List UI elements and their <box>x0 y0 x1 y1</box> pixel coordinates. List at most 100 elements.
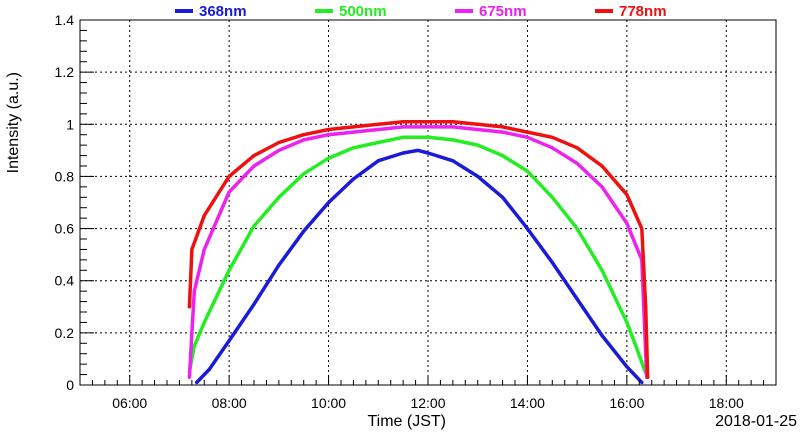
legend-item: 778nm <box>595 3 667 20</box>
data-point <box>501 125 505 129</box>
data-point <box>625 193 629 197</box>
data-point <box>625 365 629 369</box>
data-point <box>426 125 430 129</box>
data-point <box>302 138 306 142</box>
grid <box>80 19 776 385</box>
data-point <box>351 125 355 129</box>
x-tick-label: 10:00 <box>311 395 346 411</box>
data-point <box>426 120 430 124</box>
legend-label: 368nm <box>199 3 247 20</box>
data-point <box>327 127 331 132</box>
data-point <box>202 247 206 251</box>
y-tick-label: 0 <box>66 377 74 393</box>
data-point <box>550 260 554 265</box>
legend-label: 675nm <box>479 3 527 20</box>
data-point <box>640 227 644 231</box>
data-point <box>575 146 579 150</box>
x-tick-label: 18:00 <box>709 395 744 411</box>
data-point <box>207 367 211 371</box>
data-point <box>376 159 380 163</box>
data-point <box>277 263 281 267</box>
series-675nm <box>187 125 649 379</box>
data-point <box>525 169 530 173</box>
series-line <box>187 135 650 379</box>
data-point <box>600 268 604 272</box>
data-point <box>646 375 650 379</box>
series-368nm <box>195 148 644 385</box>
series-line <box>187 119 650 379</box>
data-point <box>195 380 199 384</box>
x-tick-label: 06:00 <box>112 395 147 411</box>
data-point <box>476 143 480 147</box>
series-500nm <box>187 135 650 379</box>
data-point <box>401 125 405 129</box>
data-point <box>476 127 480 132</box>
series-layer <box>187 119 650 385</box>
data-point <box>190 331 194 335</box>
data-point <box>187 305 191 309</box>
data-point <box>376 127 380 132</box>
ticks: 06:00 08:00 10:00 12:00 14:00 16:00 18:00 0 0.2 0… <box>55 12 777 411</box>
data-point <box>416 148 420 152</box>
y-tick-label: 0.2 <box>55 325 75 341</box>
data-point <box>192 289 196 293</box>
data-point <box>252 164 256 168</box>
data-point <box>376 122 380 126</box>
data-point <box>277 140 281 145</box>
data-point <box>476 122 480 126</box>
data-point <box>575 161 579 165</box>
data-point <box>351 177 355 181</box>
x-tick-label: 14:00 <box>510 395 545 411</box>
x-tick-label: 16:00 <box>609 395 644 411</box>
data-point <box>401 151 405 155</box>
data-point <box>575 297 579 301</box>
data-point <box>192 344 196 348</box>
data-point <box>227 190 231 194</box>
data-point <box>351 130 355 134</box>
legend-item: 368nm <box>175 3 247 20</box>
data-point <box>277 195 281 199</box>
data-point <box>190 247 194 251</box>
data-point <box>227 339 231 343</box>
x-axis-label: Time (JST) <box>367 413 446 430</box>
data-point <box>426 151 430 155</box>
legend-item: 675nm <box>455 3 527 20</box>
data-point <box>401 135 405 139</box>
data-point <box>202 320 206 324</box>
data-point <box>252 302 256 306</box>
legend-label: 500nm <box>339 3 387 20</box>
y-tick-label: 0.8 <box>55 168 75 184</box>
data-point <box>550 146 554 150</box>
data-point <box>501 154 505 158</box>
y-axis-label: Intensity (a.u.) <box>5 72 22 173</box>
data-point <box>625 320 629 324</box>
data-point <box>550 195 554 199</box>
data-point <box>252 154 256 158</box>
data-point <box>644 305 648 309</box>
data-point <box>227 174 231 178</box>
legend-label: 778nm <box>619 3 667 20</box>
data-point <box>202 213 206 218</box>
data-point <box>525 135 530 139</box>
data-point <box>277 148 281 152</box>
y-tick-label: 1.4 <box>55 12 75 28</box>
data-point <box>327 133 331 137</box>
data-point <box>625 221 629 225</box>
data-point <box>252 224 256 228</box>
data-point <box>525 130 530 134</box>
x-tick-label: 08:00 <box>212 395 247 411</box>
data-point <box>401 120 405 124</box>
data-point <box>451 159 455 163</box>
data-point <box>227 268 231 272</box>
data-point <box>525 227 530 231</box>
y-tick-label: 0.6 <box>55 221 75 237</box>
data-point <box>451 125 455 129</box>
series-778nm <box>187 119 650 379</box>
data-point <box>302 133 306 137</box>
series-line <box>195 148 644 385</box>
legend: 368nm 500nm 675nm 778nm <box>175 3 667 20</box>
y-tick-label: 1.2 <box>55 64 75 80</box>
data-point <box>476 174 480 178</box>
data-point <box>451 138 455 142</box>
